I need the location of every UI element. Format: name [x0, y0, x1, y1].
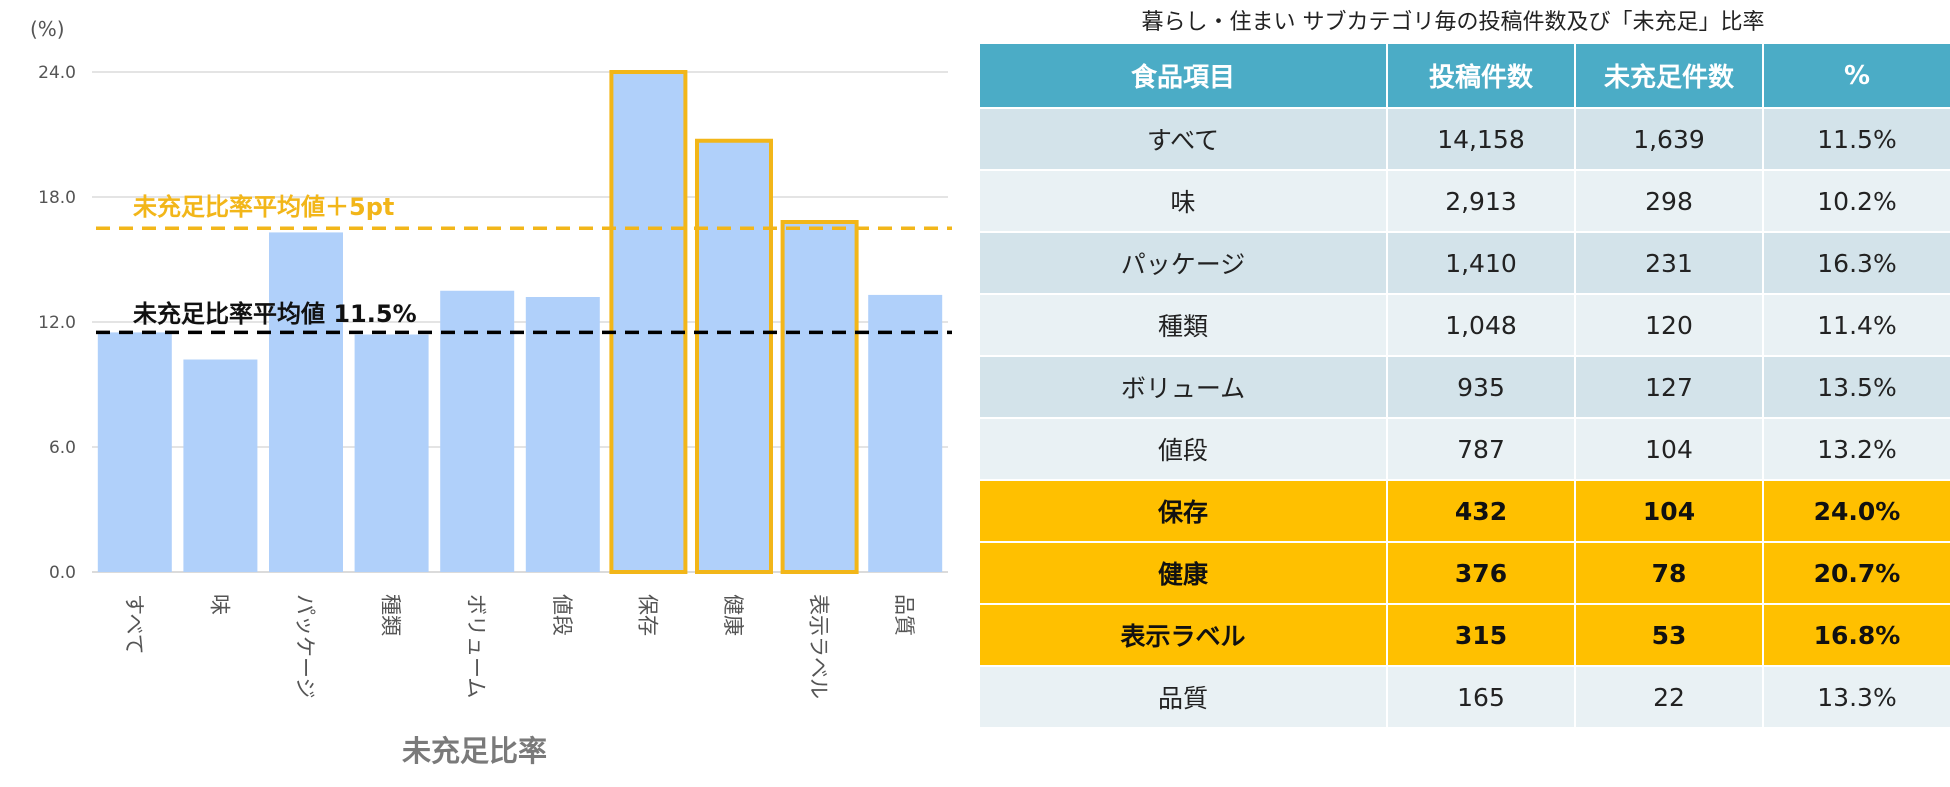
- cell-percent: 16.3%: [1762, 231, 1950, 295]
- bar-highlighted: [780, 220, 859, 574]
- table-body: すべて 14,158 1,639 11.5% 味 2,913 298 10.2% パッケージ 1,…: [978, 107, 1950, 729]
- x-tick-label: パッケージ: [293, 594, 317, 699]
- table-title: 暮らし・住まい サブカテゴリ毎の投稿件数及び「未充足」比率: [1141, 10, 1765, 35]
- cell-unmet: 1,639: [1574, 107, 1764, 171]
- cell-percent: 13.3%: [1762, 665, 1950, 729]
- cell-posts: 1,410: [1386, 231, 1576, 295]
- cell-posts: 432: [1386, 479, 1576, 543]
- x-tick-label: 値段: [550, 594, 574, 636]
- cell-item: ボリューム: [978, 355, 1388, 419]
- cell-item: 味: [978, 169, 1388, 233]
- cell-percent: 16.8%: [1762, 603, 1950, 667]
- header-posts: 投稿件数: [1386, 42, 1576, 109]
- bar-highlighted: [609, 70, 688, 574]
- cell-unmet: 53: [1574, 603, 1764, 667]
- cell-percent: 24.0%: [1762, 479, 1950, 543]
- table-row: すべて 14,158 1,639 11.5%: [978, 107, 1950, 171]
- average-plus-5pt-label: 未充足比率平均値＋5pt: [133, 193, 395, 221]
- bar-chart: 0.0 6.0 12.0 18.0 24.0 すべて 味 パッケージ 種類 ボリューム 値段 保存 健康…: [38, 63, 952, 699]
- table-row: 値段 787 104 13.2%: [978, 417, 1950, 481]
- y-tick-label: 6.0: [49, 438, 76, 458]
- bar: [269, 232, 343, 572]
- bar-highlighted: [695, 138, 773, 574]
- cell-item: すべて: [978, 107, 1388, 171]
- cell-posts: 165: [1386, 665, 1576, 729]
- average-line-label: 未充足比率平均値 11.5%: [133, 300, 417, 328]
- x-tick-label: ボリューム: [464, 594, 488, 698]
- y-tick-label: 12.0: [38, 313, 76, 333]
- x-tick-label: 表示ラベル: [807, 594, 831, 699]
- table-row: 表示ラベル 315 53 16.8%: [978, 603, 1950, 667]
- table-row: 健康 376 78 20.7%: [978, 541, 1950, 605]
- x-tick-label: 品質: [892, 594, 916, 636]
- cell-posts: 1,048: [1386, 293, 1576, 357]
- cell-percent: 13.5%: [1762, 355, 1950, 419]
- cell-item: 保存: [978, 479, 1388, 543]
- table-row: ボリューム 935 127 13.5%: [978, 355, 1950, 419]
- bar: [868, 294, 943, 572]
- cell-item: パッケージ: [978, 231, 1388, 295]
- table-row: 種類 1,048 120 11.4%: [978, 293, 1950, 357]
- cell-item: 表示ラベル: [978, 603, 1388, 667]
- y-tick-label: 24.0: [38, 63, 76, 83]
- cell-unmet: 120: [1574, 293, 1764, 357]
- cell-unmet: 104: [1574, 417, 1764, 481]
- x-axis-title: 未充足比率: [402, 734, 548, 768]
- x-tick-label: すべて: [122, 594, 146, 655]
- table-row: パッケージ 1,410 231 16.3%: [978, 231, 1950, 295]
- cell-item: 健康: [978, 541, 1388, 605]
- bar: [97, 332, 172, 572]
- cell-percent: 10.2%: [1762, 169, 1950, 233]
- cell-item: 値段: [978, 417, 1388, 481]
- table-row: 保存 432 104 24.0%: [978, 479, 1950, 543]
- cell-unmet: 78: [1574, 541, 1764, 605]
- cell-posts: 787: [1386, 417, 1576, 481]
- x-tick-label: 健康: [721, 594, 745, 636]
- x-tick-label: 保存: [635, 594, 659, 636]
- bar: [440, 290, 515, 572]
- data-table: 食品項目 投稿件数 未充足件数 % すべて 14,158 1,639 11.5% 味 2,…: [978, 42, 1950, 729]
- y-tick-label: 18.0: [38, 188, 76, 208]
- cell-posts: 315: [1386, 603, 1576, 667]
- table-row: 味 2,913 298 10.2%: [978, 169, 1950, 233]
- cell-posts: 14,158: [1386, 107, 1576, 171]
- cell-unmet: 231: [1574, 231, 1764, 295]
- cell-unmet: 22: [1574, 665, 1764, 729]
- cell-percent: 20.7%: [1762, 541, 1950, 605]
- table-row: 品質 165 22 13.3%: [978, 665, 1950, 729]
- cell-unmet: 104: [1574, 479, 1764, 543]
- cell-posts: 935: [1386, 355, 1576, 419]
- x-tick-label: 種類: [379, 594, 403, 636]
- cell-item: 品質: [978, 665, 1388, 729]
- cell-posts: 2,913: [1386, 169, 1576, 233]
- y-tick-label: 0.0: [49, 563, 76, 583]
- table-header-row: 食品項目 投稿件数 未充足件数 %: [978, 42, 1950, 109]
- cell-percent: 11.4%: [1762, 293, 1950, 357]
- header-item: 食品項目: [978, 42, 1388, 109]
- header-percent: %: [1762, 42, 1950, 109]
- y-axis-unit: (%): [30, 17, 65, 41]
- cell-percent: 11.5%: [1762, 107, 1950, 171]
- bar: [525, 297, 600, 572]
- x-tick-label: 味: [207, 594, 231, 615]
- cell-unmet: 298: [1574, 169, 1764, 233]
- bar: [354, 334, 429, 572]
- cell-item: 種類: [978, 293, 1388, 357]
- cell-percent: 13.2%: [1762, 417, 1950, 481]
- cell-posts: 376: [1386, 541, 1576, 605]
- header-unmet: 未充足件数: [1574, 42, 1764, 109]
- cell-unmet: 127: [1574, 355, 1764, 419]
- bar: [183, 359, 258, 572]
